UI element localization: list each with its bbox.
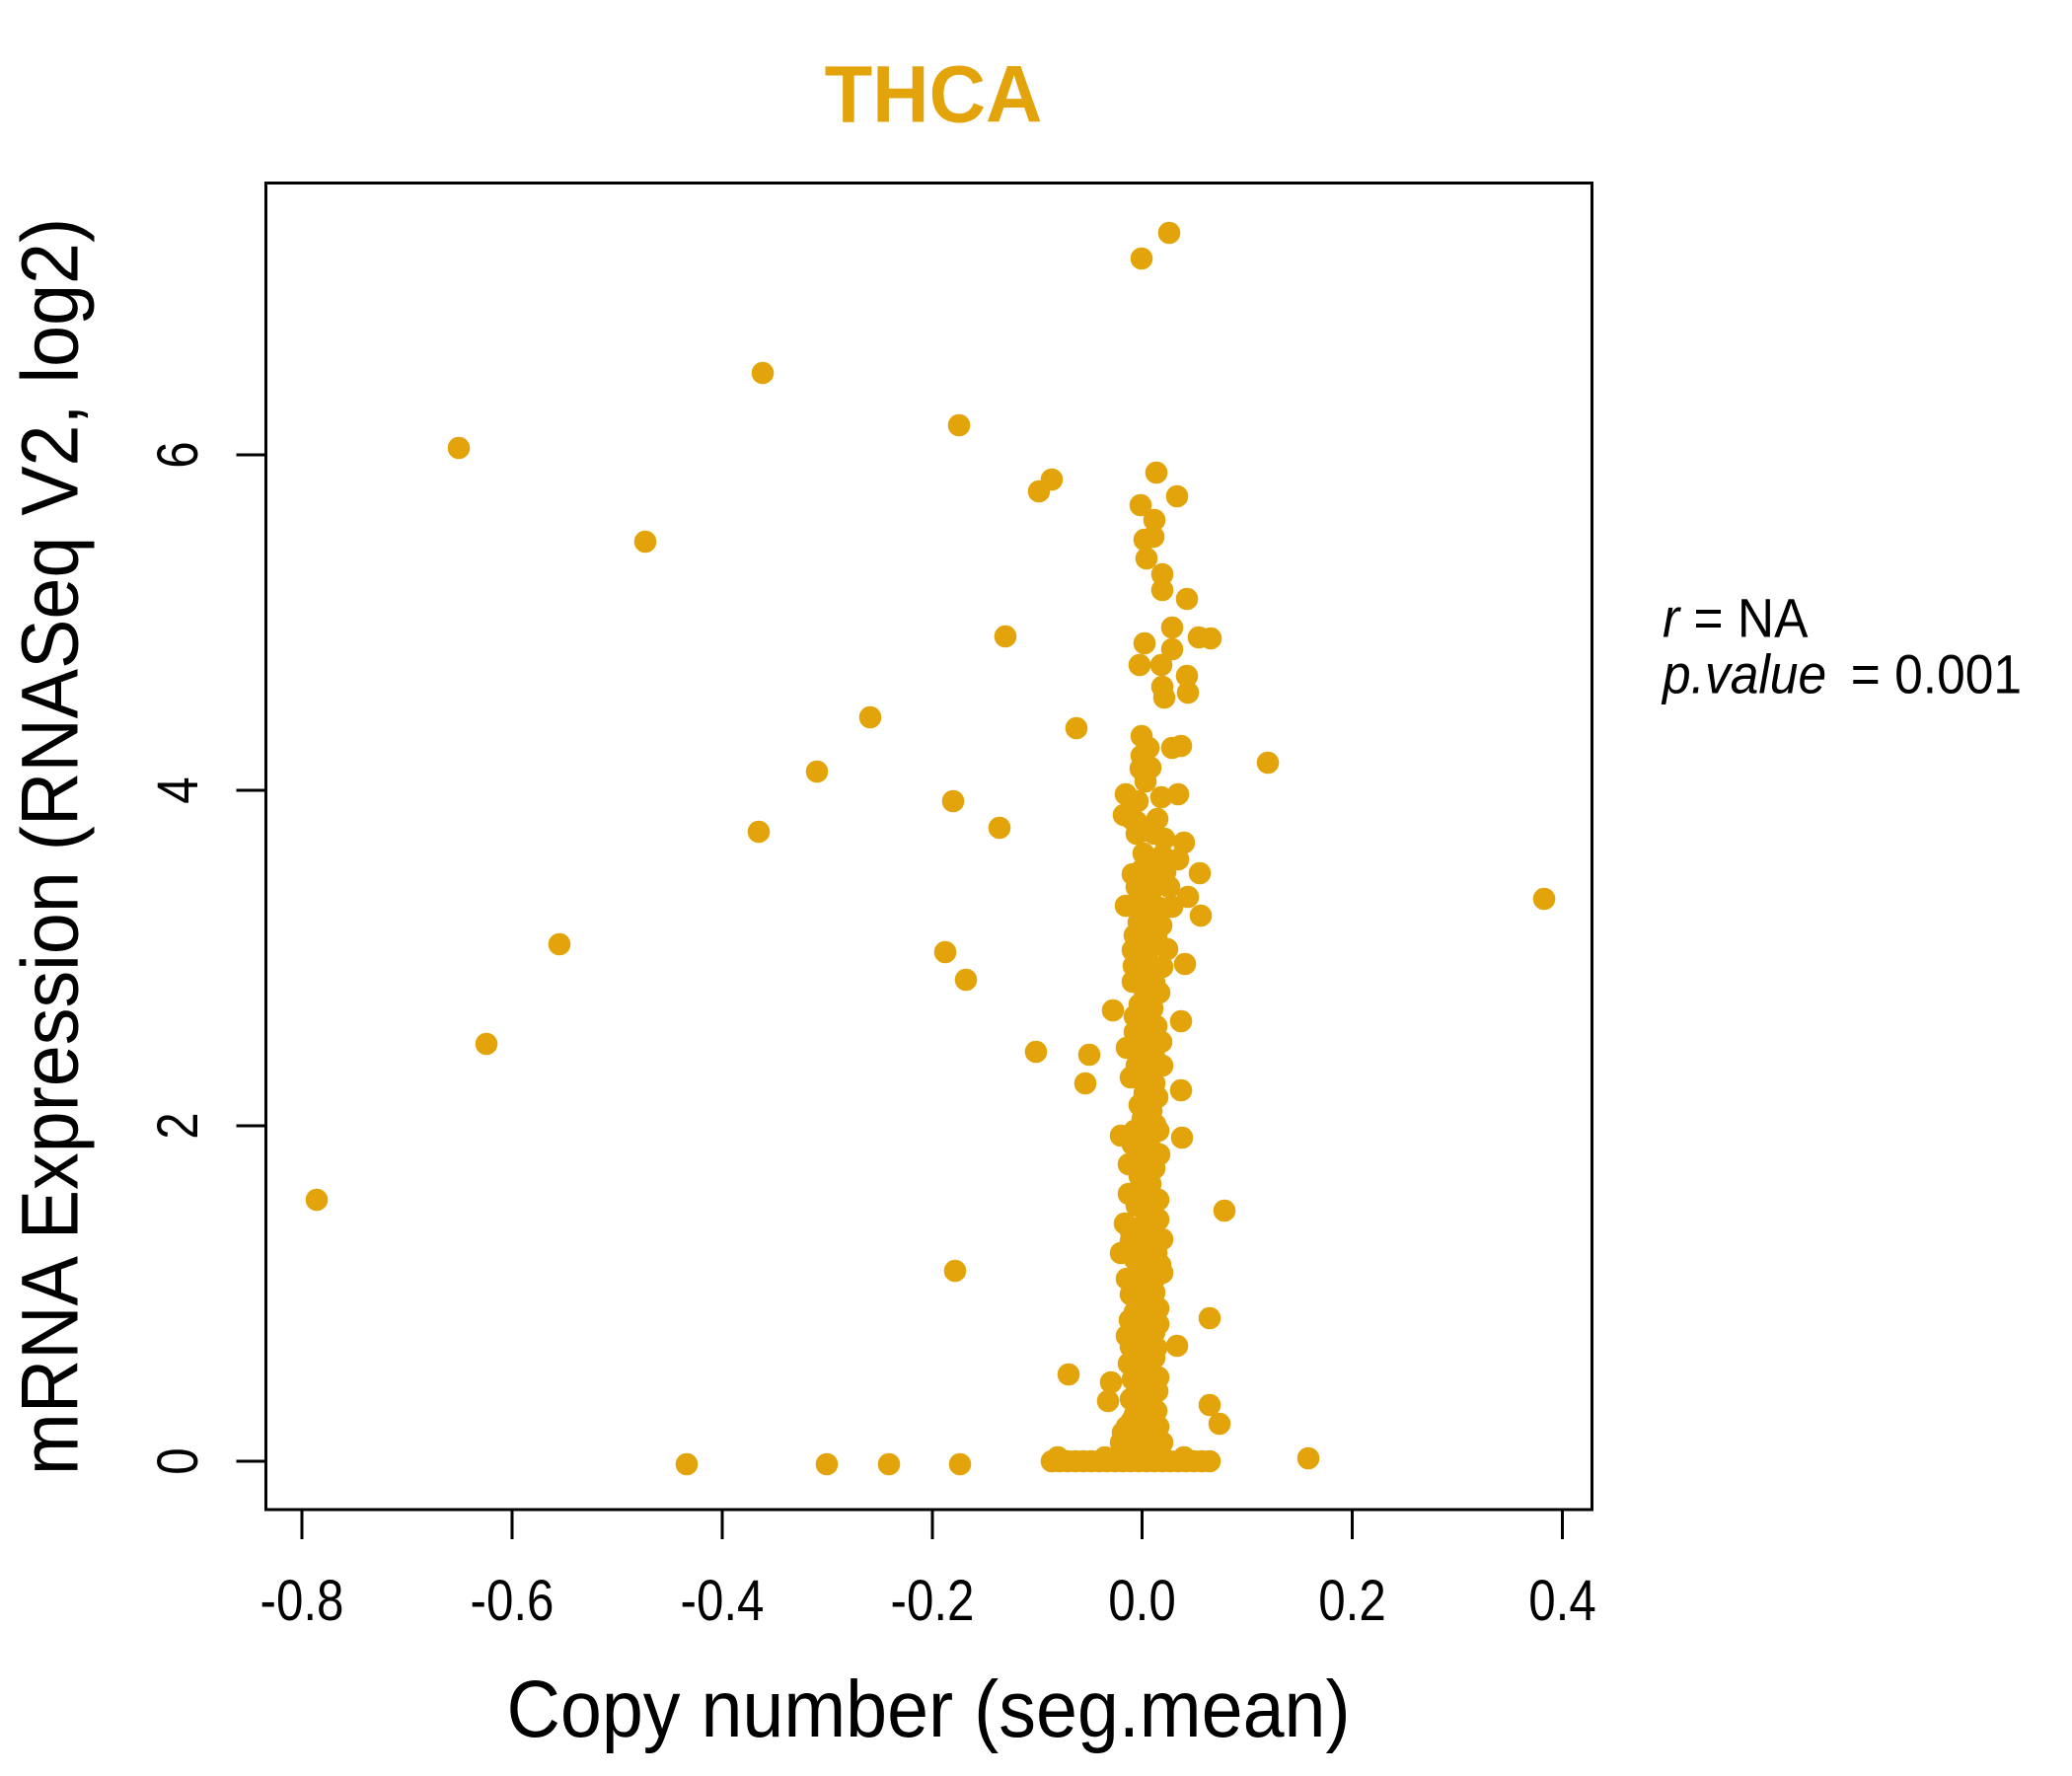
svg-text:0.0: 0.0 <box>1108 1569 1176 1633</box>
svg-text:4: 4 <box>146 777 210 803</box>
svg-text:THCA: THCA <box>825 49 1043 139</box>
svg-text:mRNA Expression (RNASeq V2, lo: mRNA Expression (RNASeq V2, log2) <box>5 218 96 1475</box>
svg-text:6: 6 <box>146 441 210 468</box>
svg-text:2: 2 <box>146 1112 210 1139</box>
svg-text:0.4: 0.4 <box>1528 1569 1596 1633</box>
svg-text:Copy number (seg.mean): Copy number (seg.mean) <box>506 1664 1350 1754</box>
svg-text:-0.8: -0.8 <box>260 1569 344 1633</box>
svg-text:-0.2: -0.2 <box>891 1569 975 1633</box>
svg-text:0.2: 0.2 <box>1318 1569 1386 1633</box>
svg-text:r = NA: r = NA <box>1663 588 1809 649</box>
svg-text:0: 0 <box>146 1447 210 1474</box>
svg-text:p.value = 0.001: p.value = 0.001 <box>1661 644 2022 705</box>
svg-text:-0.6: -0.6 <box>471 1569 555 1633</box>
svg-text:-0.4: -0.4 <box>681 1569 765 1633</box>
